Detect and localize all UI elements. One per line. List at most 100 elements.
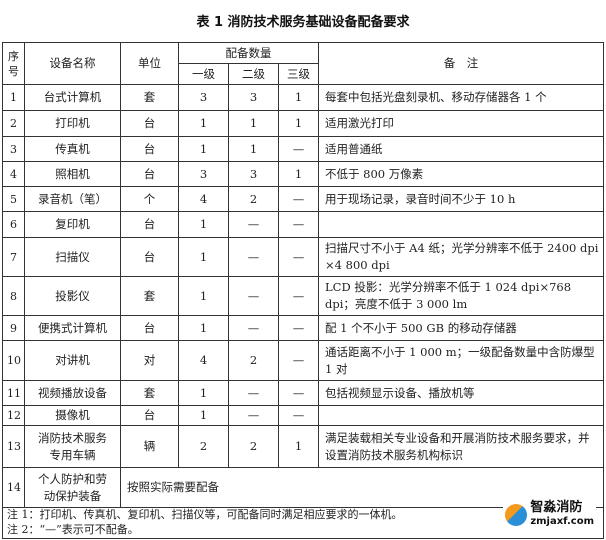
table-row: 11 视频播放设备套 1— — 包括视频显示设备、播放机等	[2, 380, 604, 406]
cell-name: 打印机	[24, 110, 121, 137]
cell-level-1: 4	[178, 186, 229, 212]
cell-level-2: —	[228, 237, 279, 277]
cell-remark: 用于现场记录，录音时间不少于 10 h	[318, 186, 604, 212]
cell-remark	[318, 405, 604, 426]
cell-level-3: —	[277, 136, 320, 162]
cell-seq: 8	[2, 276, 25, 316]
cell-level-1: 3	[178, 161, 229, 187]
cell-level-1: 1	[178, 380, 229, 406]
cell-name: 消防技术服务专用车辆	[24, 425, 121, 468]
cell-remark: 扫描尺寸不小于 A4 纸；光学分辨率不低于 2400 dpi ×4 800 dp…	[318, 237, 604, 277]
header-remark: 备 注	[318, 42, 604, 85]
cell-name: 摄像机	[24, 405, 121, 426]
cell-remark: 包括视频显示设备、播放机等	[318, 380, 604, 406]
equipment-table: 序号 设备名称 单位 配备数量 备 注 一级 二级 三级 1 台式计算机套 3 3 1 每…	[2, 42, 604, 508]
cell-level-3: —	[277, 237, 320, 277]
table-row: 3 传真机台 1 1— 适用普通纸	[2, 136, 604, 162]
header-unit: 单位	[120, 42, 179, 85]
cell-level-3: —	[277, 340, 320, 381]
cell-remark: 适用普通纸	[318, 136, 604, 162]
cell-level-2: 2	[228, 425, 279, 468]
cell-level-2: —	[228, 405, 279, 426]
cell-level-2: —	[228, 315, 279, 341]
cell-name: 复印机	[24, 211, 121, 238]
cell-level-1: 3	[178, 84, 229, 111]
cell-seq: 10	[2, 340, 25, 381]
cell-level-2: —	[228, 380, 279, 406]
table-row: 5 录音机（笔）个 4 2— 用于现场记录，录音时间不少于 10 h	[2, 186, 604, 212]
cell-level-2: 1	[228, 136, 279, 162]
watermark-logo: 智淼消防 zmjaxf.com	[503, 501, 596, 529]
header-name: 设备名称	[24, 42, 121, 85]
cell-remark: 每套中包括光盘刻录机、移动存储器各 1 个	[318, 84, 604, 111]
table-row: 4 照相机台 3 3 1 不低于 800 万像素	[2, 161, 604, 187]
cell-level-1: 1	[178, 237, 229, 277]
table-row: 13 消防技术服务专用车辆辆 2 2 1 满足装载相关专业设备和开展消防技术服务要求，并设…	[2, 425, 604, 468]
cell-unit: 台	[120, 110, 179, 137]
cell-level-2: 3	[228, 161, 279, 187]
cell-unit: 套	[120, 276, 179, 316]
cell-unit: 台	[120, 237, 179, 277]
cell-level-3: 1	[277, 110, 320, 137]
cell-name: 对讲机	[24, 340, 121, 381]
cell-seq: 12	[2, 405, 25, 426]
table-row: 6 复印机台 1— —	[2, 211, 604, 238]
cell-level-3: —	[277, 405, 320, 426]
cell-unit: 套	[120, 380, 179, 406]
cell-name: 投影仪	[24, 276, 121, 316]
cell-level-3: 1	[277, 425, 320, 468]
cell-level-3: —	[277, 380, 320, 406]
cell-level-2: 2	[228, 186, 279, 212]
cell-level-1: 1	[178, 276, 229, 316]
cell-seq: 5	[2, 186, 25, 212]
header-level-2: 二级	[228, 63, 279, 85]
cell-level-3: —	[277, 315, 320, 341]
cell-seq: 3	[2, 136, 25, 162]
cell-level-1: 1	[178, 110, 229, 137]
cell-level-3: —	[277, 186, 320, 212]
cell-unit: 台	[120, 405, 179, 426]
cell-level-2: —	[228, 211, 279, 238]
cell-level-3: 1	[277, 161, 320, 187]
cell-level-2: 3	[228, 84, 279, 111]
table-title: 表 1 消防技术服务基础设备配备要求	[196, 15, 410, 30]
cell-remark: LCD 投影：光学分辨率不低于 1 024 dpi×768 dpi；亮度不低于 …	[318, 276, 604, 316]
cell-level-3: —	[277, 211, 320, 238]
cell-seq: 4	[2, 161, 25, 187]
header-level-3: 三级	[277, 63, 320, 85]
table-row: 8 投影仪套 1— — LCD 投影：光学分辨率不低于 1 024 dpi×768 dp…	[2, 276, 604, 316]
cell-seq: 1	[2, 84, 25, 111]
cell-unit: 台	[120, 161, 179, 187]
cell-level-2: —	[228, 276, 279, 316]
cell-seq: 6	[2, 211, 25, 238]
cell-level-1: 1	[178, 136, 229, 162]
cell-level-2: 2	[228, 340, 279, 381]
cell-level-2: 1	[228, 110, 279, 137]
logo-icon	[505, 504, 528, 526]
cell-unit: 个	[120, 186, 179, 212]
note-2: 注 2：“—”表示可不配备。	[7, 523, 139, 536]
cell-seq: 13	[2, 425, 25, 468]
cell-unit: 台	[120, 211, 179, 238]
cell-level-1: 2	[178, 425, 229, 468]
cell-name: 扫描仪	[24, 237, 121, 277]
cell-name: 传真机	[24, 136, 121, 162]
table-row: 2 打印机台 1 1 1 适用激光打印	[2, 110, 604, 137]
cell-name: 便携式计算机	[24, 315, 121, 341]
cell-level-1: 1	[178, 405, 229, 426]
cell-seq: 14	[2, 467, 25, 508]
cell-unit: 对	[120, 340, 179, 381]
cell-level-1: 1	[178, 315, 229, 341]
cell-name: 个人防护和劳动保护装备	[24, 467, 121, 508]
table-row: 10 对讲机对 4 2— 通话距离不小于 1 000 m；一级配备数量中含防爆型 1 对	[2, 340, 604, 381]
cell-unit: 台	[120, 315, 179, 341]
cell-remark: 通话距离不小于 1 000 m；一级配备数量中含防爆型 1 对	[318, 340, 604, 381]
header-seq: 序号	[2, 42, 25, 85]
cell-unit: 台	[120, 136, 179, 162]
cell-unit: 套	[120, 84, 179, 111]
cell-level-1: 1	[178, 211, 229, 238]
cell-name: 照相机	[24, 161, 121, 187]
table-row: 9 便携式计算机台 1— — 配 1 个不小于 500 GB 的移动存储器	[2, 315, 604, 341]
cell-level-1: 4	[178, 340, 229, 381]
cell-remark: 适用激光打印	[318, 110, 604, 137]
